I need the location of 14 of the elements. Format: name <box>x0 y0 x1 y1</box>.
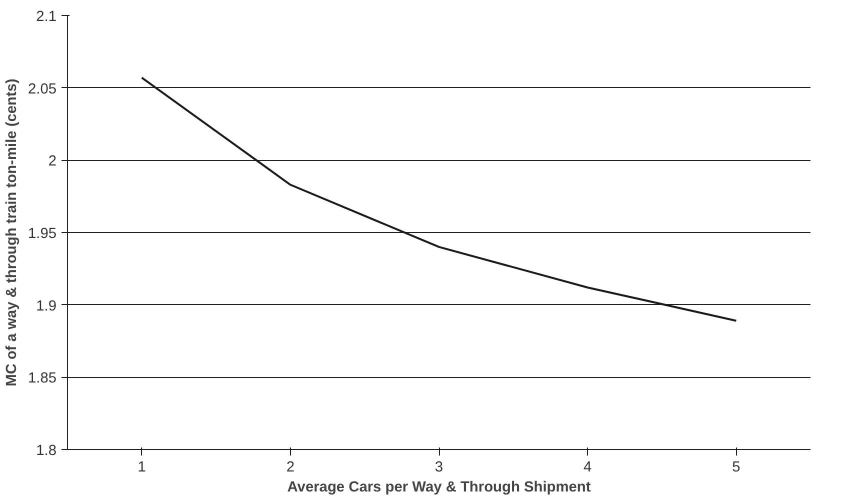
y-tick-label: 1.9 <box>36 298 56 314</box>
y-tick-label: 2.1 <box>36 9 56 25</box>
x-tick-label: 3 <box>434 460 444 476</box>
x-tick-label: 2 <box>286 460 294 476</box>
y-tick-label: 2 <box>48 154 57 170</box>
y-tick-label: 1.95 <box>28 226 57 242</box>
y-tick-label: 1.8 <box>36 443 56 459</box>
x-tick-label: 5 <box>732 460 740 476</box>
x-tick-label: 4 <box>584 460 592 476</box>
x-axis-title: Average Cars per Way & Through Shipment <box>287 480 591 496</box>
y-axis-title: MC of a way & through train ton-mile (cents) <box>4 78 20 386</box>
x-tick-label: 1 <box>138 460 146 476</box>
y-tick-label: 1.85 <box>28 370 57 387</box>
y-tick-label: 2.05 <box>28 81 57 98</box>
